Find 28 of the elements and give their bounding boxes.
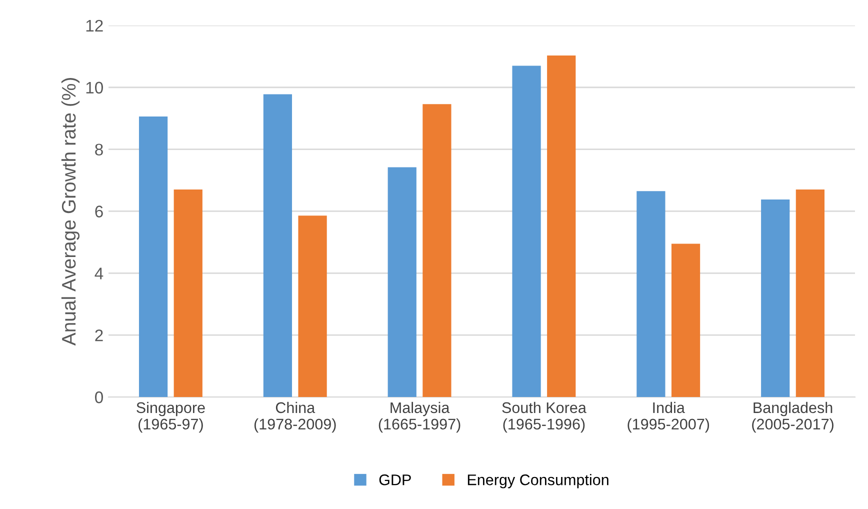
bar xyxy=(636,191,666,398)
bar xyxy=(761,199,790,398)
bar xyxy=(796,190,824,398)
x-tick-label: India (1995-2007) xyxy=(628,402,710,433)
bar xyxy=(512,66,541,398)
x-tick-label: South Korea (1965-1996) xyxy=(502,402,586,433)
bar xyxy=(298,216,327,398)
y-axis-title: Anual Average Growth rate (%) xyxy=(61,78,80,346)
x-tick-label: Singapore (1965-97) xyxy=(136,402,205,433)
x-tick-label: China (1978-2009) xyxy=(254,402,336,433)
y-tick-label: 6 xyxy=(95,206,103,218)
bar xyxy=(174,190,202,398)
y-tick-label: 4 xyxy=(94,268,104,280)
x-tick-label: Bangladesh (2005-2017) xyxy=(752,402,834,433)
y-tick-label: 10 xyxy=(86,82,103,94)
legend-label: Energy Consumption xyxy=(468,474,608,488)
bar xyxy=(547,55,576,398)
bar xyxy=(388,167,416,398)
bar xyxy=(422,104,452,398)
bar xyxy=(263,94,292,398)
bar xyxy=(671,244,700,398)
y-tick-label: 8 xyxy=(95,144,103,156)
y-tick-label: 2 xyxy=(95,329,103,342)
legend-label: GDP xyxy=(379,474,411,486)
y-tick-label: 0 xyxy=(95,391,103,404)
y-tick-label: 12 xyxy=(86,20,103,32)
x-tick-label: Malaysia (1665-1997) xyxy=(378,402,460,433)
bar xyxy=(138,116,168,398)
